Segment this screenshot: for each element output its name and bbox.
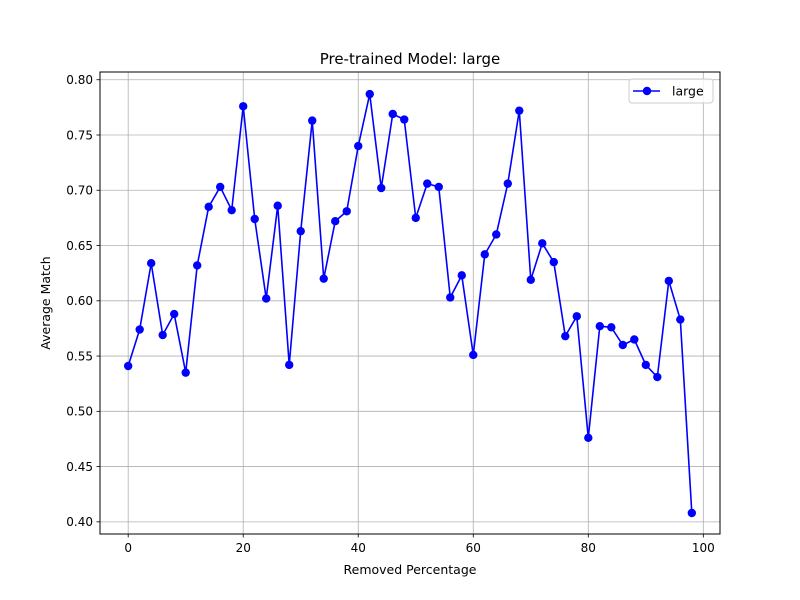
x-axis: 0 20 40 60 80 100: [124, 534, 715, 555]
data-point: [526, 275, 535, 284]
data-point: [158, 330, 167, 340]
data-point: [216, 182, 225, 192]
data-point: [630, 335, 639, 344]
data-point: [538, 239, 547, 248]
data-point: [561, 331, 570, 341]
data-point: [169, 309, 179, 319]
data-point: [285, 360, 294, 370]
data-point: [204, 202, 213, 212]
data-point: [411, 213, 420, 223]
y-tick-label: 0.55: [66, 349, 93, 363]
data-point: [423, 179, 432, 188]
data-point: [239, 102, 248, 111]
y-tick-label: 0.75: [66, 128, 93, 142]
y-tick-label: 0.40: [66, 515, 93, 529]
data-point: [446, 293, 455, 302]
y-tick-label: 0.60: [66, 294, 93, 308]
legend-label: large: [672, 84, 704, 99]
y-tick-label: 0.80: [66, 73, 93, 87]
data-point: [572, 312, 581, 321]
data-point: [492, 230, 501, 239]
data-point: [331, 217, 340, 226]
data-point: [434, 182, 443, 192]
data-point: [377, 183, 386, 193]
data-point: [618, 340, 628, 350]
data-point: [641, 360, 651, 370]
x-axis-label: Removed Percentage: [344, 562, 477, 577]
y-axis-label: Average Match: [38, 256, 53, 349]
data-point: [296, 226, 305, 236]
data-point: [607, 323, 616, 332]
data-point: [227, 205, 236, 215]
data-point: [342, 207, 351, 216]
x-tick-label: 0: [124, 541, 132, 555]
data-point: [181, 368, 190, 377]
data-point: [653, 372, 662, 382]
plot-frame: [99, 71, 721, 535]
data-point: [687, 508, 697, 518]
data-point: [457, 271, 466, 280]
x-tick-label: 100: [692, 541, 715, 555]
data-point: [515, 106, 524, 115]
chart-title: Pre-trained Model: large: [320, 50, 501, 68]
y-tick-label: 0.45: [66, 460, 93, 474]
legend: large: [628, 78, 714, 104]
data-point: [388, 109, 397, 119]
data-point: [262, 294, 271, 303]
data-point: [319, 274, 328, 283]
data-point: [676, 315, 685, 324]
data-point: [469, 350, 478, 360]
data-point: [480, 250, 489, 259]
data-point: [400, 115, 409, 124]
data-point: [584, 433, 593, 443]
y-tick-label: 0.50: [66, 405, 93, 419]
x-tick-label: 80: [581, 541, 596, 555]
x-tick-label: 20: [236, 541, 251, 555]
data-point: [135, 325, 144, 334]
y-tick-label: 0.65: [66, 239, 93, 253]
grid: [100, 72, 720, 534]
data-point: [273, 201, 282, 210]
data-point: [192, 261, 202, 270]
data-point: [365, 89, 374, 99]
legend-marker-swatch: [642, 86, 652, 96]
x-tick-label: 60: [466, 541, 481, 555]
series-line-large: [127, 93, 693, 514]
data-point: [595, 322, 604, 331]
y-axis: 0.40 0.45 0.50 0.55 0.60 0.65 0.70 0.75 0.80: [66, 73, 100, 529]
data-point: [146, 259, 156, 268]
series-layer: [123, 89, 697, 518]
data-point: [123, 361, 133, 371]
data-point: [549, 257, 558, 267]
legend-box: [628, 78, 714, 104]
data-point: [664, 276, 674, 286]
data-point: [250, 214, 259, 224]
data-point: [354, 141, 363, 151]
x-tick-label: 40: [351, 541, 366, 555]
data-point: [503, 179, 512, 188]
y-tick-label: 0.70: [66, 184, 93, 198]
data-point: [308, 116, 317, 125]
